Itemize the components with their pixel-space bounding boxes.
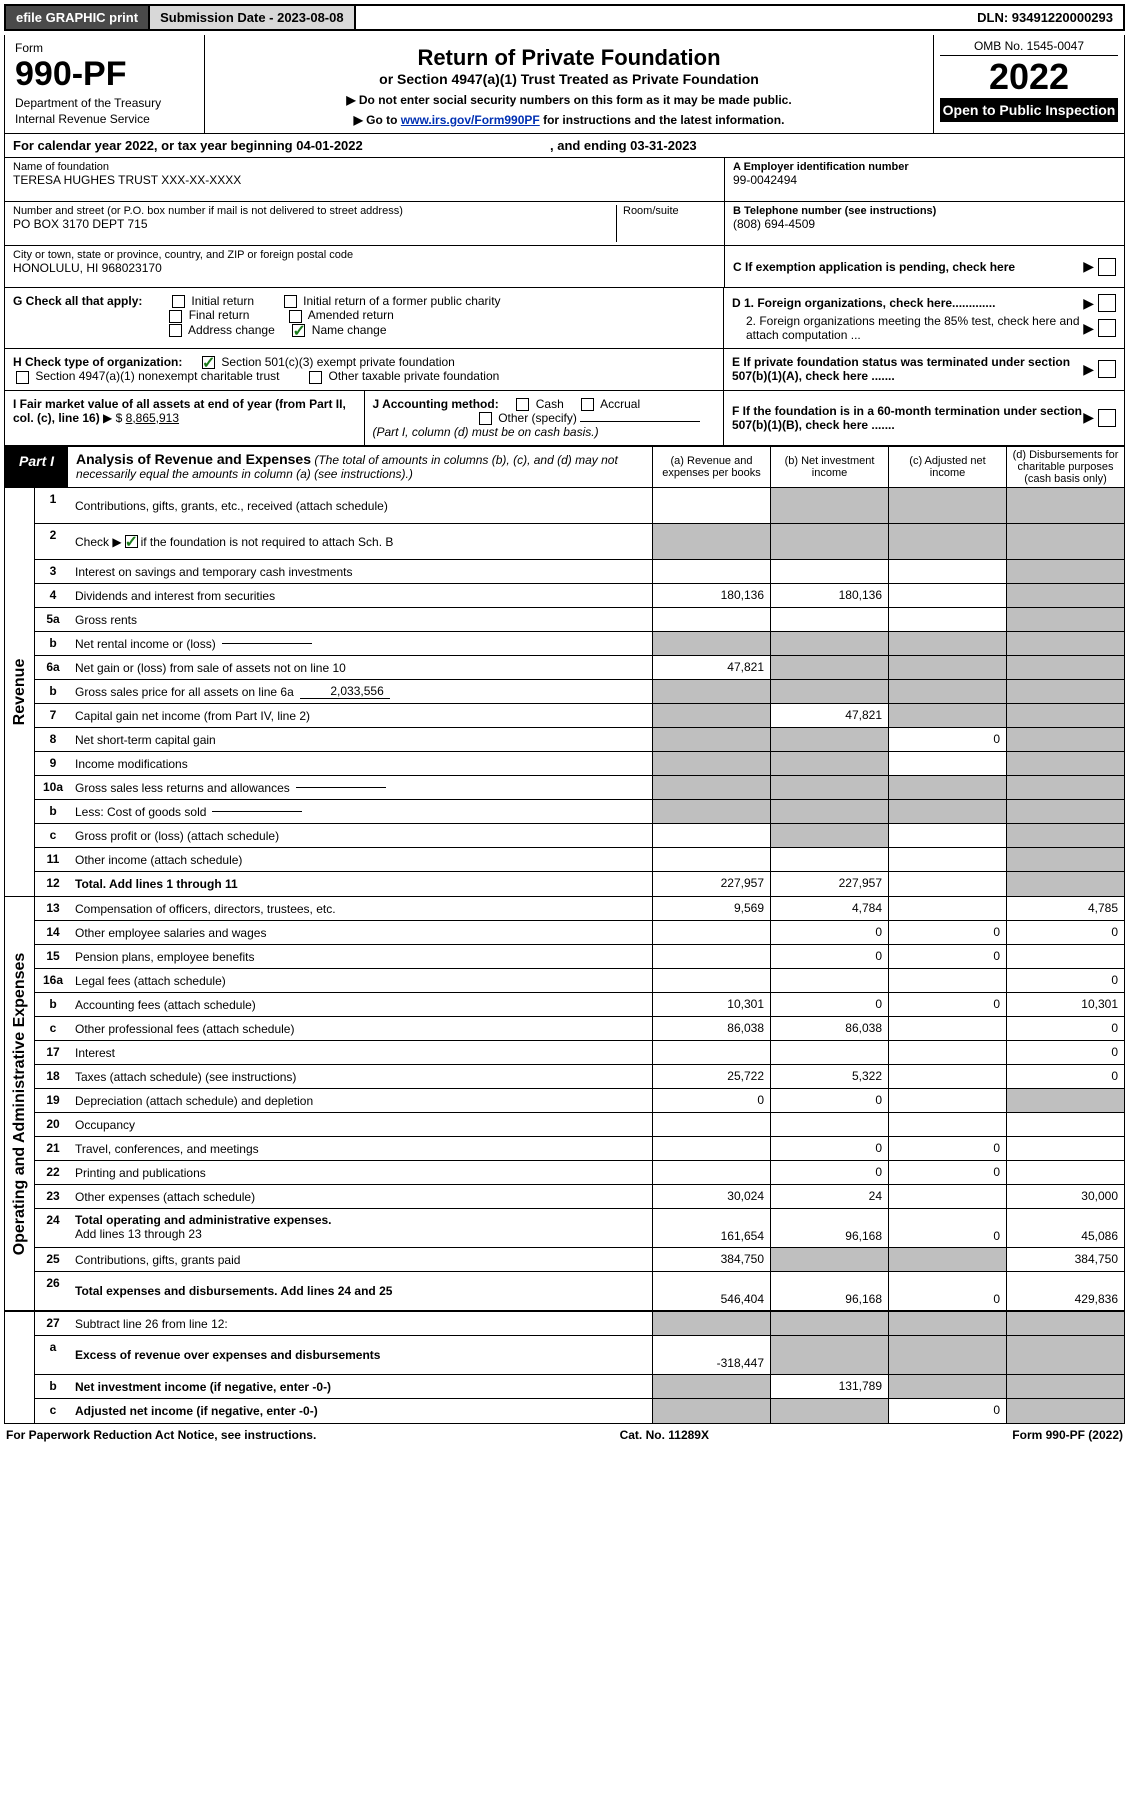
ein-value: 99-0042494 [733, 173, 1116, 187]
h-501c3-checkbox[interactable] [202, 356, 215, 369]
foundation-city: HONOLULU, HI 968023170 [13, 261, 716, 275]
page-footer: For Paperwork Reduction Act Notice, see … [6, 1428, 1123, 1442]
e-checkbox[interactable] [1098, 360, 1116, 378]
d-section: D 1. Foreign organizations, check here..… [724, 288, 1124, 348]
line27-section: 27Subtract line 26 from line 12: aExcess… [4, 1311, 1125, 1424]
header-note1: ▶ Do not enter social security numbers o… [215, 93, 923, 107]
foundation-address: PO BOX 3170 DEPT 715 [13, 217, 616, 231]
dept-treasury: Department of the Treasury [15, 96, 194, 110]
schb-checkbox[interactable] [125, 535, 138, 548]
form-subtitle: or Section 4947(a)(1) Trust Treated as P… [215, 71, 923, 87]
j-other-checkbox[interactable] [479, 412, 492, 425]
revenue-section: Revenue 1Contributions, gifts, grants, e… [4, 488, 1125, 897]
calendar-year-line: For calendar year 2022, or tax year begi… [4, 134, 1125, 158]
g-initial-checkbox[interactable] [172, 295, 185, 308]
part1-header: Part I Analysis of Revenue and Expenses … [4, 446, 1125, 488]
f-checkbox[interactable] [1098, 409, 1116, 427]
footer-right: Form 990-PF (2022) [1012, 1428, 1123, 1442]
form-label: Form [15, 41, 194, 55]
f-section: F If the foundation is in a 60-month ter… [724, 391, 1124, 446]
foundation-name: TERESA HUGHES TRUST XXX-XX-XXXX [13, 173, 716, 187]
c-checkbox[interactable] [1098, 258, 1116, 276]
open-inspection: Open to Public Inspection [940, 98, 1118, 122]
d2-checkbox[interactable] [1098, 319, 1116, 337]
submission-date: Submission Date - 2023-08-08 [150, 6, 356, 29]
fmv-value: 8,865,913 [126, 411, 179, 425]
expenses-section: Operating and Administrative Expenses 13… [4, 897, 1125, 1311]
d1-checkbox[interactable] [1098, 294, 1116, 312]
h-section: H Check type of organization: Section 50… [5, 349, 724, 390]
col-b-header: (b) Net investment income [770, 447, 888, 487]
form-number: 990-PF [15, 55, 194, 94]
c-label: C If exemption application is pending, c… [733, 260, 1083, 274]
j-accrual-checkbox[interactable] [581, 398, 594, 411]
name-label: Name of foundation [13, 161, 716, 173]
revenue-label: Revenue [11, 659, 29, 726]
j-cash-checkbox[interactable] [516, 398, 529, 411]
col-a-header: (a) Revenue and expenses per books [652, 447, 770, 487]
efile-label: efile GRAPHIC print [6, 6, 150, 29]
expenses-label: Operating and Administrative Expenses [11, 953, 29, 1256]
dept-irs: Internal Revenue Service [15, 112, 194, 126]
form-title: Return of Private Foundation [215, 45, 923, 71]
footer-left: For Paperwork Reduction Act Notice, see … [6, 1428, 316, 1442]
footer-mid: Cat. No. 11289X [620, 1428, 709, 1442]
g-addrchange-checkbox[interactable] [169, 324, 182, 337]
g-final-checkbox[interactable] [169, 310, 182, 323]
col-c-header: (c) Adjusted net income [888, 447, 1006, 487]
ein-label: A Employer identification number [733, 161, 1116, 173]
city-label: City or town, state or province, country… [13, 249, 716, 261]
header-note2: ▶ Go to www.irs.gov/Form990PF for instru… [215, 113, 923, 127]
col-d-header: (d) Disbursements for charitable purpose… [1006, 447, 1124, 487]
part1-tag: Part I [5, 447, 68, 487]
i-section: I Fair market value of all assets at end… [5, 391, 365, 446]
g-section: G Check all that apply: Initial return I… [5, 288, 724, 348]
form-header: Form 990-PF Department of the Treasury I… [4, 35, 1125, 134]
g-namechange-checkbox[interactable] [292, 324, 305, 337]
top-bar: efile GRAPHIC print Submission Date - 20… [4, 4, 1125, 31]
foundation-info: Name of foundation TERESA HUGHES TRUST X… [4, 158, 1125, 288]
h-4947a1-checkbox[interactable] [16, 371, 29, 384]
h-other-checkbox[interactable] [309, 371, 322, 384]
tel-value: (808) 694-4509 [733, 217, 1116, 231]
omb-number: OMB No. 1545-0047 [940, 39, 1118, 56]
tel-label: B Telephone number (see instructions) [733, 205, 1116, 217]
e-section: E If private foundation status was termi… [724, 349, 1124, 390]
room-label: Room/suite [623, 205, 716, 217]
tax-year: 2022 [940, 56, 1118, 98]
address-label: Number and street (or P.O. box number if… [13, 205, 616, 217]
j-section: J Accounting method: Cash Accrual Other … [365, 391, 724, 446]
dln: DLN: 93491220000293 [967, 6, 1123, 29]
form990pf-link[interactable]: www.irs.gov/Form990PF [401, 113, 540, 127]
g-initial-former-checkbox[interactable] [284, 295, 297, 308]
